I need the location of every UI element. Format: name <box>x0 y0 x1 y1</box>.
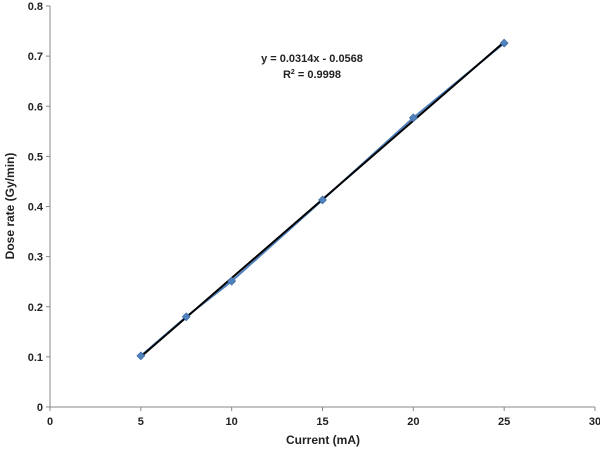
x-tick-label: 10 <box>226 416 238 428</box>
x-tick-label: 25 <box>498 416 510 428</box>
y-tick-label: 0.4 <box>28 202 44 214</box>
data-point <box>318 195 327 205</box>
y-tick-label: 0.8 <box>28 1 43 13</box>
y-tick-label: 0.6 <box>28 101 43 113</box>
data-point <box>499 38 509 48</box>
r2-label: R <box>283 69 291 81</box>
x-tick-label: 0 <box>47 416 53 428</box>
data-point <box>227 276 237 286</box>
x-tick-label: 20 <box>407 416 419 428</box>
y-axis: 0 0.1 0.2 0.3 0.4 0.5 0.6 0.7 0.8 <box>28 1 51 414</box>
x-tick-label: 30 <box>589 416 600 428</box>
y-axis-title: Dose rate (Gy/min) <box>3 153 17 260</box>
r2-value: = 0.9998 <box>295 69 341 81</box>
trendline-equation: y = 0.0314x - 0.0568 <box>261 53 363 65</box>
y-tick-label: 0.2 <box>28 302 43 314</box>
plot-layer <box>136 38 509 361</box>
y-tick-label: 0.3 <box>28 252 43 264</box>
x-tick-label: 5 <box>138 416 144 428</box>
x-axis: 0 5 10 15 20 25 30 <box>47 406 600 428</box>
data-point <box>181 312 191 322</box>
y-tick-label: 0.7 <box>28 51 43 63</box>
y-tick-label: 0 <box>37 402 43 414</box>
data-point <box>408 113 418 123</box>
trendline-r-squared: R2 = 0.9998 <box>283 69 341 81</box>
y-tick-label: 0.5 <box>28 151 43 163</box>
r2-superscript: 2 <box>291 69 295 76</box>
y-tick-label: 0.1 <box>28 352 43 364</box>
x-axis-title: Current (mA) <box>286 433 360 447</box>
x-tick-label: 15 <box>316 416 328 428</box>
data-point <box>136 351 146 361</box>
